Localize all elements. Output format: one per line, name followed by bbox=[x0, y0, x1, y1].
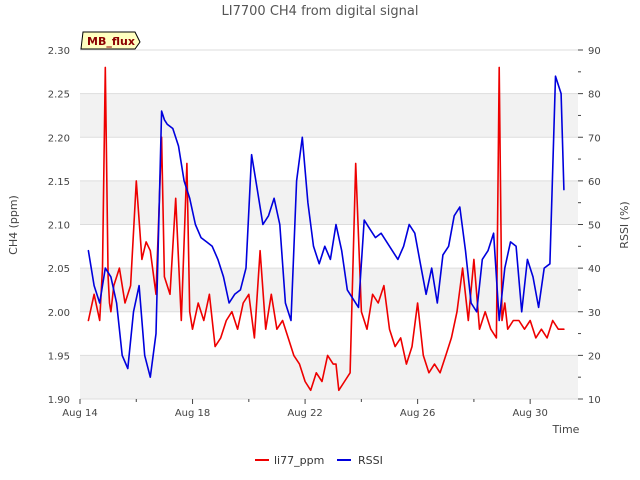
x-tick-label: Aug 14 bbox=[62, 408, 97, 419]
series-layer bbox=[87, 66, 565, 392]
y2-tick-label: 50 bbox=[588, 221, 601, 232]
legend-label-li77: li77_ppm bbox=[274, 454, 324, 467]
y-tick-label: 2.10 bbox=[48, 221, 70, 232]
badge: MB_flux bbox=[80, 31, 141, 50]
legend: li77_ppm RSSI bbox=[255, 454, 383, 467]
band bbox=[80, 93, 578, 138]
band bbox=[80, 268, 578, 312]
y-tick-label: 2.20 bbox=[48, 133, 70, 144]
y-axis-label: CH4 (ppm) bbox=[7, 195, 20, 255]
chart-title: LI7700 CH4 from digital signal bbox=[222, 4, 419, 19]
y-tick-label: 2.00 bbox=[48, 308, 70, 319]
y-tick-label: 2.25 bbox=[48, 90, 70, 101]
y2-tick-label: 20 bbox=[588, 351, 601, 362]
y2-tick-label: 10 bbox=[588, 395, 601, 406]
y2-tick-label: 30 bbox=[588, 308, 601, 319]
y2-tick-label: 40 bbox=[588, 264, 601, 275]
y-tick-label: 1.95 bbox=[48, 351, 70, 362]
x-axis-label: Time bbox=[552, 423, 580, 436]
badge-shape bbox=[80, 31, 141, 50]
axes: 1.90 1.95 2.00 2.05 2.10 2.15 2.20 2.25 2.30 10 20… bbox=[48, 46, 601, 419]
y2-axis-label: RSSI (%) bbox=[618, 201, 631, 248]
legend-label-rssi: RSSI bbox=[358, 454, 383, 467]
alternating-bands bbox=[80, 93, 578, 399]
gridlines bbox=[80, 49, 578, 400]
y-tick-label: 1.90 bbox=[48, 395, 70, 406]
y2-tick-label: 80 bbox=[588, 90, 601, 101]
band bbox=[80, 355, 578, 399]
y2-tick-label: 70 bbox=[588, 133, 601, 144]
y2-tick-label: 90 bbox=[588, 46, 601, 57]
badge-label: MB_flux bbox=[87, 35, 135, 48]
x-tick-label: Aug 26 bbox=[400, 408, 435, 419]
x-tick-label: Aug 22 bbox=[287, 408, 322, 419]
series-line-li77-ppm bbox=[87, 66, 565, 392]
series-line-rssi bbox=[87, 75, 565, 379]
y-tick-label: 2.30 bbox=[48, 46, 70, 57]
band bbox=[80, 180, 578, 225]
y-tick-label: 2.15 bbox=[48, 177, 70, 188]
y-tick-label: 2.05 bbox=[48, 264, 70, 275]
x-tick-label: Aug 18 bbox=[175, 408, 210, 419]
x-tick-label: Aug 30 bbox=[512, 408, 547, 419]
y2-tick-label: 60 bbox=[588, 177, 601, 188]
